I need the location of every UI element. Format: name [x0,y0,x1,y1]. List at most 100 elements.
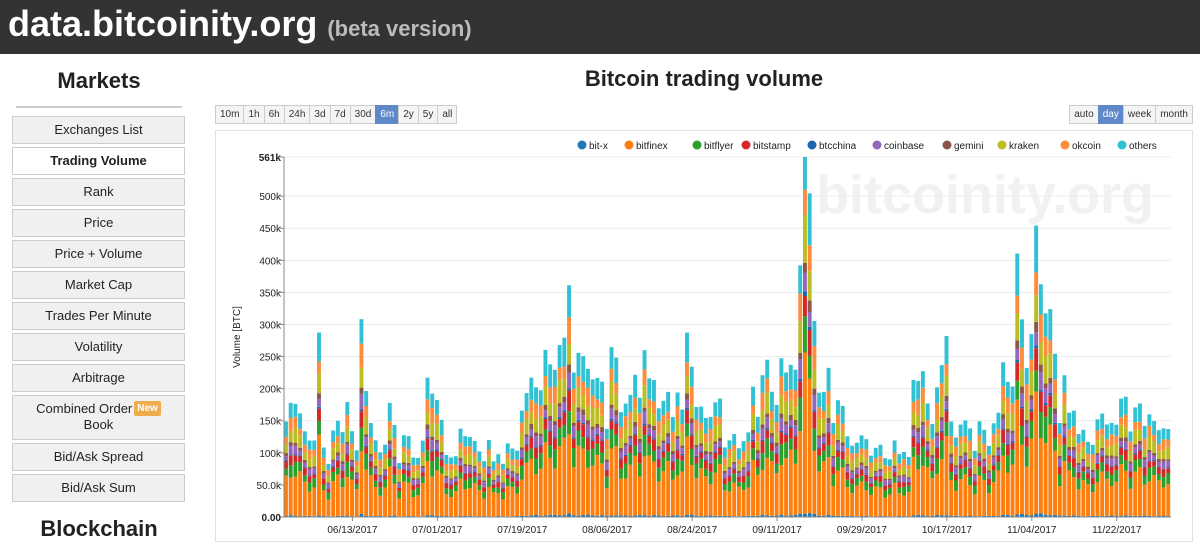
range-10m-button[interactable]: 10m [215,105,244,124]
bar-segment-gemini [822,433,826,437]
nav-item-bid-ask-sum[interactable]: Bid/Ask Sum [12,474,185,502]
range-30d-button[interactable]: 30d [350,105,377,124]
group-auto-button[interactable]: auto [1069,105,1098,124]
bar-segment-btcchina [775,453,779,454]
bar-segment-kraken [1105,447,1109,455]
range-2y-button[interactable]: 2y [398,105,419,124]
bar-segment-coinbase [699,446,703,451]
bar-segment-okcoin [322,458,326,465]
nav-item-trading-volume[interactable]: Trading Volume [12,147,185,175]
nav-item-exchanges-list[interactable]: Exchanges List [12,116,185,144]
bar-segment-coinbase [897,478,901,482]
bar-segment-bitfinex [298,471,302,516]
bar-segment-bitflyer [459,472,463,478]
bar-segment-others [1124,397,1128,415]
nav-item-price[interactable]: Price [12,209,185,237]
bar-segment-bitstamp [935,448,939,459]
nav-item-bid-ask-spread[interactable]: Bid/Ask Spread [12,443,185,471]
range-all-button[interactable]: all [437,105,457,124]
bar-segment-others [1072,411,1076,427]
nav-item-price-volume[interactable]: Price + Volume [12,240,185,268]
bar-segment-bitflyer [595,444,599,455]
bar-segment-others [529,378,533,400]
bar-segment-bitstamp [756,459,760,467]
bar-segment-bitstamp [822,444,826,451]
bar-segment-coinbase [643,412,647,424]
bar-segment-bitstamp [893,472,897,477]
nav-item-arbitrage[interactable]: Arbitrage [12,364,185,392]
bar-segment-bitstamp [864,475,868,482]
bar-segment-btcchina [383,475,387,476]
group-month-button[interactable]: month [1155,105,1193,124]
bar-segment-others [798,265,802,293]
site-name[interactable]: data.bitcoinity.org [8,0,317,48]
bar-segment-btcchina [510,476,514,477]
bar-segment-others [359,319,363,343]
range-3d-button[interactable]: 3d [309,105,330,124]
range-7d-button[interactable]: 7d [330,105,351,124]
bar-segment-others [407,436,411,449]
bar-segment-bitflyer [746,476,750,487]
bar-segment-bitflyer [496,488,500,494]
bar-segment-btcchina [643,424,647,426]
bar-segment-bitfinex [878,487,882,516]
group-week-button[interactable]: week [1123,105,1156,124]
group-day-button[interactable]: day [1098,105,1124,124]
bar-segment-others [1100,414,1104,429]
range-6h-button[interactable]: 6h [264,105,285,124]
bar-segment-coinbase [836,443,840,450]
bar-segment-bit-x [567,513,571,517]
bar-segment-kraken [1086,460,1090,467]
bar-segment-okcoin [690,387,694,405]
bar-segment-bitstamp [666,444,670,452]
bar-segment-bitflyer [1110,475,1114,487]
bar-segment-bitflyer [893,477,897,483]
bar-segment-gemini [723,471,727,474]
bar-segment-bitfinex [1039,438,1043,513]
bar-segment-coinbase [482,482,486,487]
bar-segment-bitstamp [506,475,510,479]
bar-segment-okcoin [1110,434,1114,446]
nav-item-trades-per-minute[interactable]: Trades Per Minute [12,302,185,330]
bar-segment-bitflyer [1152,466,1156,475]
bar-segment-bitstamp [605,470,609,477]
bar-segment-btcchina [779,431,783,432]
bar-segment-coinbase [374,469,378,473]
bar-segment-kraken [742,460,746,467]
nav-item-market-cap[interactable]: Market Cap [12,271,185,299]
bar-segment-kraken [454,469,458,477]
bar-segment-okcoin [968,441,972,451]
bar-segment-bitstamp [303,468,307,475]
bar-segment-bitstamp [1025,437,1029,447]
bar-segment-others [312,440,316,449]
range-5y-button[interactable]: 5y [418,105,439,124]
bar-segment-kraken [515,467,519,473]
bar-segment-okcoin [591,396,595,408]
range-6m-button[interactable]: 6m [375,105,399,124]
bar-segment-kraken [916,415,920,427]
x-tick-label: 08/06/2017 [582,525,632,536]
nav-item-volatility[interactable]: Volatility [12,333,185,361]
bar-segment-kraken [1020,370,1024,387]
range-24h-button[interactable]: 24h [284,105,311,124]
range-1h-button[interactable]: 1h [243,105,264,124]
bar-segment-coinbase [350,462,354,466]
bar-segment-okcoin [699,423,703,430]
nav-item-rank[interactable]: Rank [12,178,185,206]
bar-segment-coinbase [794,425,798,435]
nav-item-label: Arbitrage [72,370,125,385]
bar-segment-okcoin [369,438,373,444]
bar-segment-btcchina [477,479,481,480]
bar-segment-bitflyer [492,488,496,492]
bar-segment-bitflyer [1029,421,1033,439]
bar-segment-btcchina [921,436,925,438]
bar-segment-kraken [893,457,897,465]
bar-segment-coinbase [926,444,930,449]
bar-segment-others [869,456,873,463]
bar-segment-btcchina [534,447,538,448]
bar-segment-bitfinex [586,468,590,515]
bar-segment-gemini [831,456,835,459]
bar-segment-okcoin [841,424,845,431]
bar-segment-okcoin [864,449,868,458]
